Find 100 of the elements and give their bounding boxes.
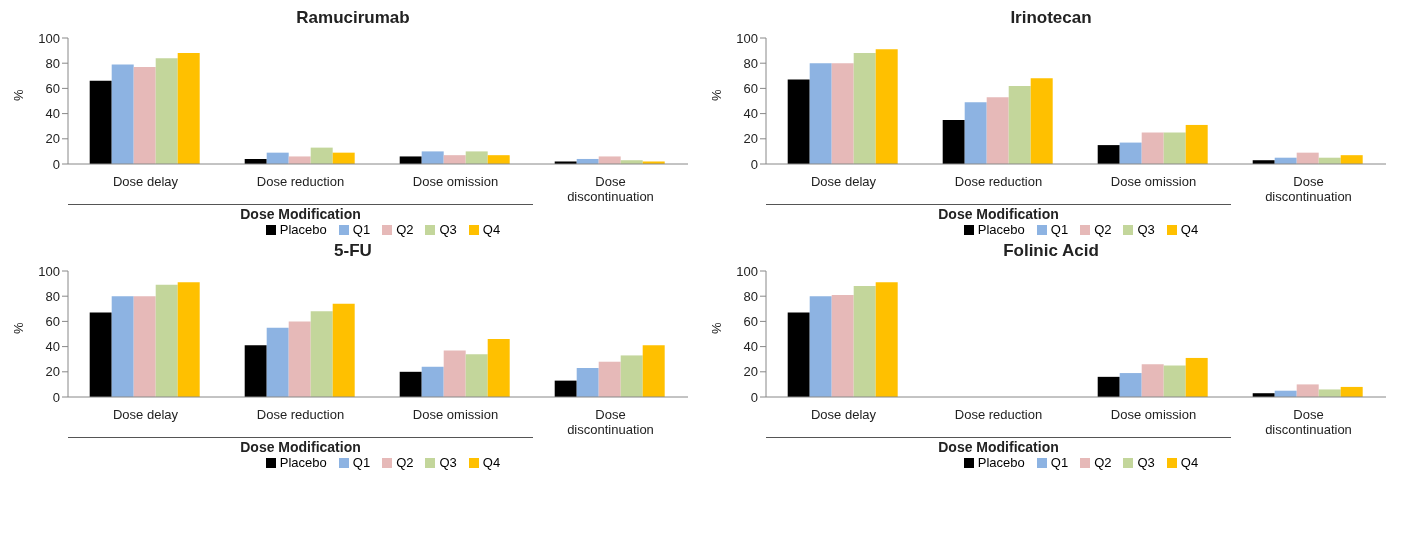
y-axis-title: % (708, 89, 724, 101)
bar (1185, 357, 1208, 397)
x-tick-label: Dose reduction (954, 174, 1043, 189)
bar (576, 368, 599, 397)
bar (598, 361, 621, 397)
chart-title: 5-FU (333, 241, 373, 262)
legend-label: Q2 (395, 455, 414, 470)
bar (133, 66, 156, 164)
bar (111, 64, 134, 164)
y-tick-label: 60 (743, 314, 758, 330)
legend-label: Q1 (351, 455, 371, 470)
legend-label: Q2 (1093, 455, 1112, 470)
y-tick-label: 100 (736, 30, 758, 46)
bar (1097, 376, 1120, 397)
bar (875, 49, 898, 164)
y-tick-label: 80 (45, 55, 60, 71)
bar (598, 156, 621, 164)
legend-label: Placebo (976, 222, 1025, 237)
bar (809, 296, 832, 397)
bar (177, 282, 200, 397)
legend-label: Q4 (481, 222, 501, 237)
bar (288, 156, 311, 164)
x-tick-label: Dose delay (810, 407, 877, 422)
legend-label: Q4 (481, 455, 501, 470)
bar (487, 339, 510, 397)
bar (1318, 389, 1341, 397)
y-tick-label: 100 (38, 30, 60, 46)
bar (465, 354, 488, 397)
legend-label: Q4 (1179, 222, 1199, 237)
bar (1008, 85, 1031, 164)
bar (310, 147, 333, 164)
bar (399, 371, 422, 397)
legend-label: Q2 (395, 222, 414, 237)
legend-label: Q1 (351, 222, 371, 237)
legend-label: Q2 (1093, 222, 1112, 237)
y-axis-title: % (10, 322, 26, 334)
chart-title: Irinotecan (1009, 8, 1093, 29)
x-tick-label: Dose discontinuation (1265, 407, 1352, 437)
x-tick-label: Dose reduction (954, 407, 1043, 422)
bar (487, 155, 510, 164)
x-tick-label: Dose reduction (256, 174, 345, 189)
x-tick-label: Dose discontinuation (567, 174, 654, 204)
bar (177, 53, 200, 164)
bar (1097, 145, 1120, 164)
bar (787, 79, 810, 164)
y-tick-label: 20 (45, 131, 60, 147)
x-axis-title: Dose Modification (766, 437, 1231, 455)
bar (853, 53, 876, 164)
bar (1340, 155, 1363, 164)
bar (443, 155, 466, 164)
bar (421, 366, 444, 397)
bar (443, 350, 466, 397)
bar (89, 80, 112, 164)
bar (1141, 364, 1164, 397)
bar (1119, 373, 1142, 397)
legend-label: Q1 (1049, 222, 1069, 237)
y-tick-label: 60 (45, 81, 60, 97)
x-tick-label: Dose delay (112, 407, 179, 422)
bar (244, 345, 267, 397)
bar (133, 296, 156, 397)
legend-label: Q3 (438, 455, 457, 470)
bar (266, 327, 289, 397)
y-tick-label: 40 (45, 339, 60, 355)
legend-label: Placebo (278, 222, 327, 237)
chart-title: Folinic Acid (1002, 241, 1100, 262)
x-tick-label: Dose omission (1110, 174, 1197, 189)
bar (875, 282, 898, 397)
legend-label: Q3 (438, 222, 457, 237)
y-tick-label: 80 (743, 55, 758, 71)
bar (1296, 384, 1319, 397)
bar (809, 63, 832, 164)
y-tick-label: 40 (743, 106, 758, 122)
y-tick-label: 0 (52, 156, 60, 172)
bar (1119, 142, 1142, 164)
bar (288, 321, 311, 397)
bar (310, 311, 333, 397)
y-tick-label: 60 (45, 314, 60, 330)
bar (942, 119, 965, 164)
x-axis-title: Dose Modification (68, 437, 533, 455)
y-tick-label: 80 (45, 288, 60, 304)
x-tick-label: Dose omission (412, 407, 499, 422)
y-tick-label: 100 (38, 263, 60, 279)
x-axis-title: Dose Modification (766, 204, 1231, 222)
legend-label: Q1 (1049, 455, 1069, 470)
y-tick-label: 100 (736, 263, 758, 279)
bar (554, 380, 577, 397)
bar (1163, 365, 1186, 397)
legend-label: Q3 (1136, 222, 1155, 237)
bar (964, 102, 987, 164)
x-tick-label: Dose discontinuation (567, 407, 654, 437)
bar (465, 151, 488, 164)
bar (155, 58, 178, 164)
bar (1141, 132, 1164, 164)
bar (1185, 124, 1208, 164)
bar (831, 294, 854, 397)
bar (399, 156, 422, 164)
y-tick-label: 40 (743, 339, 758, 355)
bar (642, 345, 665, 397)
bar (831, 63, 854, 164)
bar (111, 296, 134, 397)
